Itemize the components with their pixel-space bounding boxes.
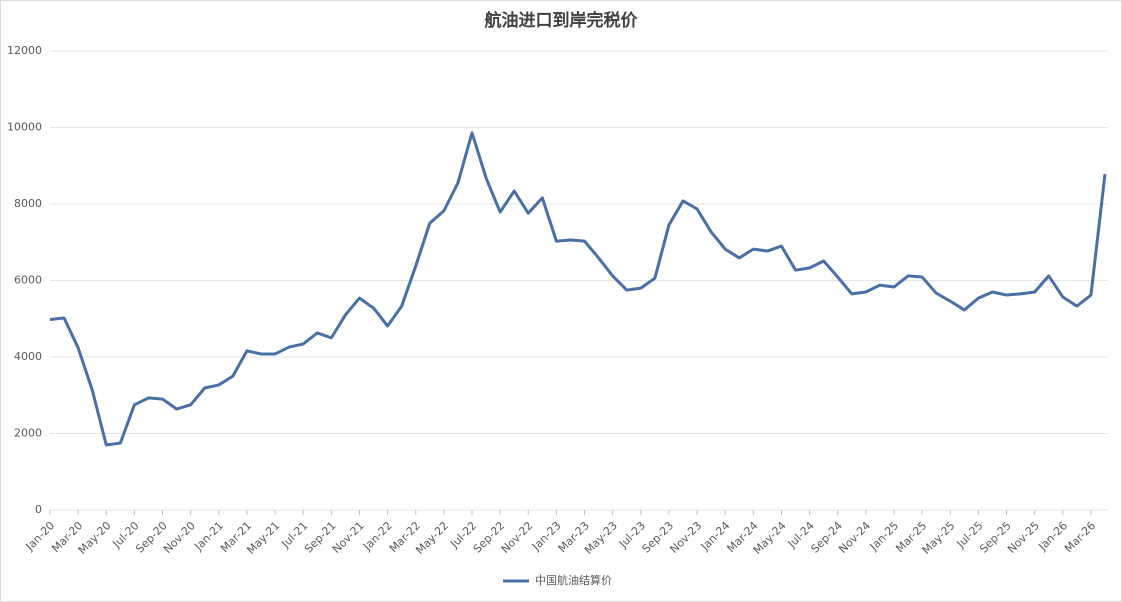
y-tick-label: 10000: [7, 121, 42, 134]
y-tick-label: 6000: [14, 274, 42, 287]
y-tick-label: 4000: [14, 350, 42, 363]
y-tick-label: 0: [35, 503, 42, 516]
y-tick-label: 2000: [14, 427, 42, 440]
y-tick-label: 8000: [14, 197, 42, 210]
legend-label: 中国航油结算价: [535, 573, 612, 587]
data-line: [49, 131, 1107, 447]
chart-title: 航油进口到岸完税价: [485, 10, 639, 31]
y-tick-label: 12000: [7, 44, 42, 57]
